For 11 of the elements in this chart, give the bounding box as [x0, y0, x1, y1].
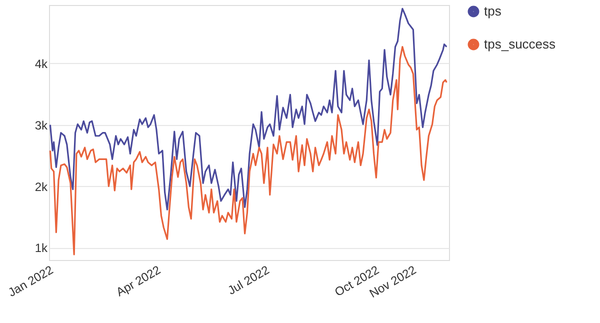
y-tick-label: 2k — [34, 180, 48, 194]
y-tick-label: 4k — [34, 56, 48, 71]
x-tick-label: Jan 2022 — [6, 262, 56, 300]
y-tick-label: 1k — [34, 241, 48, 256]
legend-label: tps_success — [484, 36, 556, 52]
x-tick-label: Jul 2022 — [225, 262, 272, 298]
legend-label: tps — [484, 4, 502, 18]
line-series — [49, 8, 448, 210]
x-tick-label: Apr 2022 — [114, 262, 164, 300]
line-series — [49, 46, 448, 256]
y-tick-label: 3k — [34, 118, 48, 132]
